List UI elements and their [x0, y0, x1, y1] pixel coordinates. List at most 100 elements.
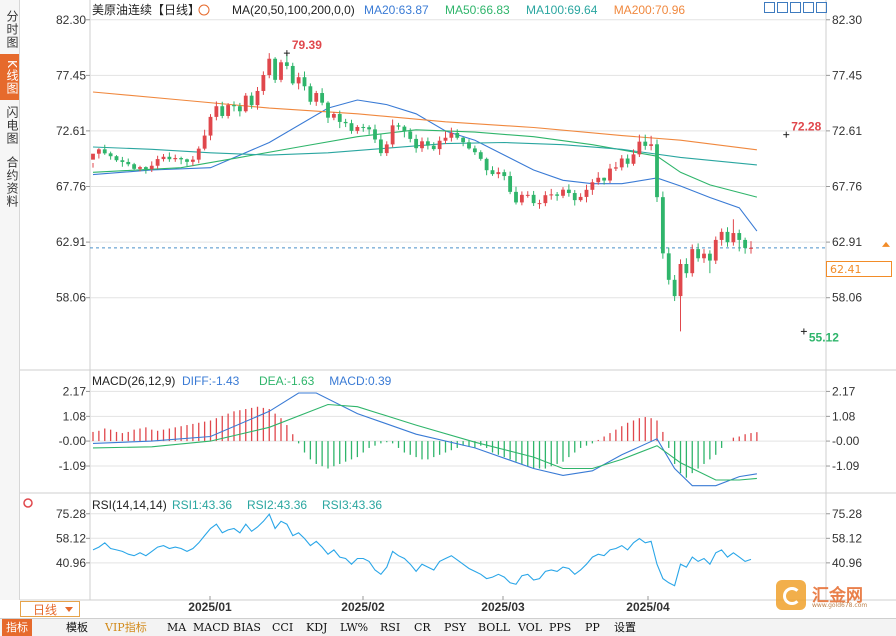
- moving-average-lines: [90, 91, 890, 249]
- candle-down: [484, 158, 489, 171]
- logo-text: 汇金网: [812, 586, 863, 606]
- candle-up: [678, 264, 683, 297]
- candle-up: [561, 189, 565, 196]
- indicator-tab-bar: 指标 模板 VIP指标 MA MACD BIAS CCI KDJ LW% RSI CR PSY BOLL…: [0, 618, 896, 636]
- bottom-tab-0[interactable]: 指标: [2, 619, 32, 636]
- bottom-tab-11[interactable]: PSY: [444, 621, 467, 634]
- candle-down: [555, 194, 560, 196]
- rsi-title: RSI(14,14,14): [92, 498, 167, 512]
- candle-down: [179, 158, 184, 160]
- candle-up: [496, 172, 501, 175]
- rsi-y-tick-left: 75.28: [56, 507, 86, 521]
- candle-up: [578, 196, 583, 201]
- candle-down: [373, 129, 377, 140]
- candle-down: [343, 121, 348, 124]
- macd-y-tick-right: 2.17: [832, 384, 856, 398]
- candle-down: [431, 145, 436, 150]
- candle-down: [408, 131, 413, 139]
- candle-down: [102, 149, 107, 154]
- candle-up: [390, 125, 395, 145]
- side-tab-timeshare[interactable]: 分时图: [5, 9, 19, 49]
- ma-line-ma200: [92, 91, 757, 151]
- zoom-in-icon[interactable]: [777, 2, 788, 13]
- candle-up: [279, 62, 283, 80]
- candle-up: [613, 167, 618, 169]
- ma-readout: MA50:66.83: [445, 3, 510, 17]
- candle-down: [490, 170, 495, 175]
- candle-up: [226, 105, 231, 116]
- bottom-tab-10[interactable]: CR: [414, 621, 431, 634]
- candle-down: [508, 176, 513, 192]
- candle-down: [461, 137, 466, 143]
- zoom-out-icon[interactable]: [790, 2, 801, 13]
- candle-down: [367, 127, 372, 130]
- macd-diff-line: [92, 392, 757, 487]
- candle-up: [525, 194, 530, 196]
- chart-title: 美原油连续【日线】: [92, 2, 200, 17]
- rsi-readout: RSI1:43.36: [172, 498, 232, 512]
- candle-down: [126, 161, 131, 165]
- bottom-tab-5[interactable]: BIAS: [233, 621, 261, 634]
- candle-up: [713, 239, 718, 261]
- crosshair-icon[interactable]: [764, 2, 775, 13]
- rsi-panel: [92, 513, 752, 587]
- candle-up: [549, 194, 554, 196]
- candle-down: [326, 102, 330, 118]
- bottom-tab-8[interactable]: LW%: [340, 621, 369, 634]
- candle-down: [396, 125, 401, 127]
- candle-up: [631, 154, 636, 164]
- x-tick-label: 2025/03: [481, 600, 525, 614]
- candle-up: [314, 93, 319, 102]
- macd-title: MACD(26,12,9): [92, 374, 175, 388]
- bottom-tab-14[interactable]: PPS: [549, 621, 572, 634]
- candle-up: [331, 114, 336, 118]
- ma-readout: MA100:69.64: [526, 3, 598, 17]
- bottom-tab-6[interactable]: CCI: [272, 621, 294, 634]
- candle-up: [190, 159, 195, 162]
- candle-up: [208, 116, 213, 136]
- price-y-tick-left: 58.06: [56, 291, 86, 305]
- bottom-tab-13[interactable]: VOL: [518, 621, 543, 634]
- chart-toolbar: [764, 2, 830, 16]
- rsi-settings-icon: [23, 498, 33, 508]
- candle-down: [132, 164, 137, 169]
- expand-icon[interactable]: [803, 2, 814, 13]
- candle-down: [478, 152, 483, 159]
- bottom-tab-1[interactable]: 模板: [66, 621, 88, 634]
- candle-up: [690, 249, 695, 274]
- bottom-tab-2[interactable]: VIP指标: [105, 621, 147, 634]
- candle-up: [543, 195, 548, 204]
- side-tab-contract-info[interactable]: 合约资料: [5, 156, 19, 208]
- price-y-tick-left: 72.61: [56, 124, 86, 138]
- bottom-tab-16[interactable]: 设置: [614, 621, 636, 634]
- settings-icon[interactable]: [816, 2, 827, 13]
- candle-down: [308, 86, 313, 102]
- candle-up: [296, 77, 301, 84]
- bottom-tab-12[interactable]: BOLL: [478, 621, 510, 634]
- side-tab-kline[interactable]: K线图: [0, 54, 19, 100]
- bottom-tab-9[interactable]: RSI: [380, 621, 401, 634]
- candle-up: [149, 165, 154, 170]
- ma-line-ma50: [92, 129, 758, 198]
- candle-up: [214, 106, 219, 117]
- macd-readout: DEA:-1.63: [259, 374, 315, 388]
- macd-y-tick-left: 1.08: [63, 409, 87, 423]
- logo-sub: www.gold678.com: [812, 602, 868, 609]
- x-tick-label: 2025/02: [341, 600, 385, 614]
- candle-down: [414, 138, 419, 149]
- bottom-tab-4[interactable]: MACD: [193, 621, 230, 634]
- period-select[interactable]: 日线: [20, 601, 80, 617]
- side-tab-flash[interactable]: 闪电图: [5, 105, 19, 145]
- annotation-label: 79.39: [292, 38, 322, 52]
- bottom-tab-3[interactable]: MA: [167, 621, 187, 634]
- candle-down: [467, 142, 471, 149]
- candle-up: [255, 90, 260, 106]
- macd-y-tick-left: -1.09: [59, 459, 87, 473]
- candle-down: [684, 264, 689, 274]
- bottom-tab-7[interactable]: KDJ: [306, 621, 328, 634]
- rsi-y-tick-left: 58.12: [56, 531, 86, 545]
- bottom-tab-15[interactable]: PP: [585, 621, 600, 634]
- candles: [91, 53, 753, 332]
- annotation-label: 55.12: [809, 330, 839, 344]
- kline-chart[interactable]: 82.30 82.30 77.45 77.45 72.61 72.61 67.76 67.76…: [0, 0, 896, 618]
